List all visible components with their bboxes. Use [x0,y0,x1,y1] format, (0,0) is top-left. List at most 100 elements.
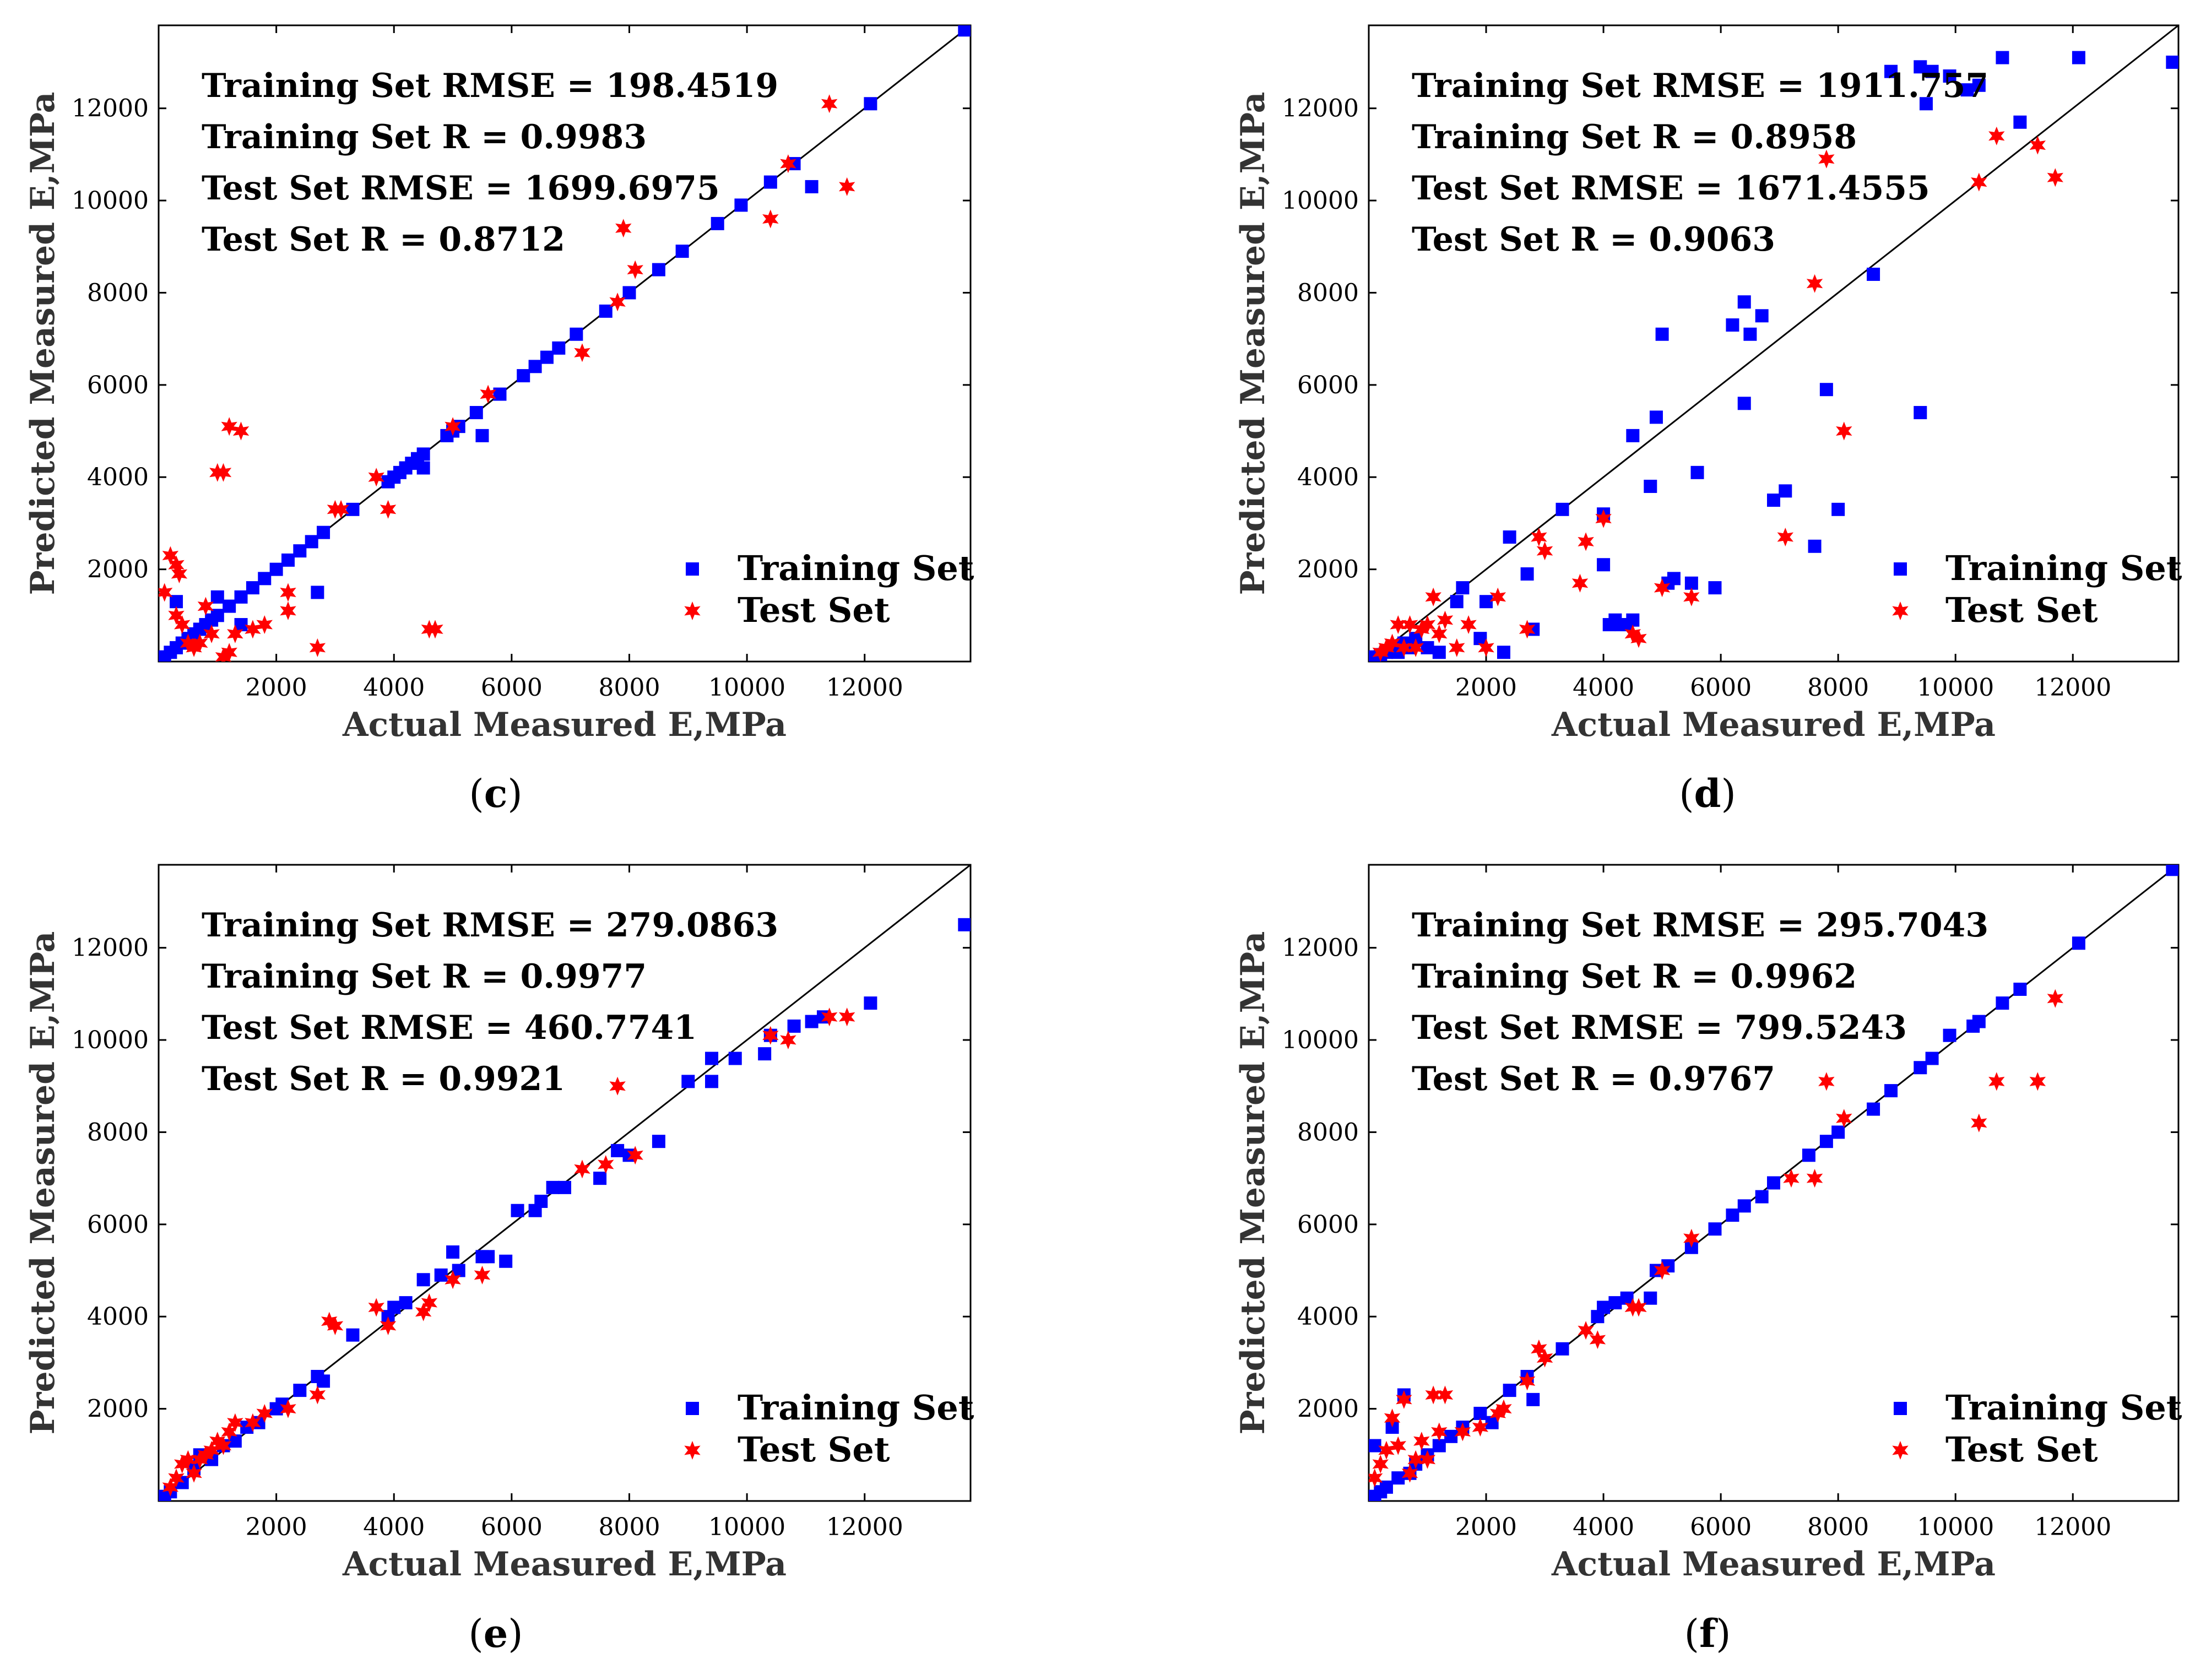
test-point [1489,587,1506,606]
training-point [558,1180,571,1194]
series-training-set [159,25,971,662]
legend-square-icon [1894,562,1907,576]
x-tick-label: 12000 [826,1513,903,1541]
training-point [2013,115,2027,129]
test-point [780,154,796,174]
test-point [1571,573,1589,593]
training-point [652,263,665,277]
test-point [1407,1450,1424,1469]
test-point [1454,1422,1471,1441]
test-point [1595,509,1612,528]
training-point [346,1328,360,1342]
x-tick-label: 6000 [481,674,543,702]
test-point [1988,126,2005,145]
training-point [1867,1102,1880,1116]
plot-frame [158,864,972,1502]
test-point [598,1155,614,1174]
test-point [1630,629,1647,648]
training-point [317,1374,330,1388]
legend-label-training: Training Set [738,548,974,588]
test-point [1407,638,1424,657]
test-point [839,1007,855,1027]
test-point [203,1440,220,1460]
training-point [1737,397,1751,410]
series-test-set [1372,126,2063,662]
caption-letter: e [484,1611,508,1656]
test-point [1413,1432,1430,1451]
test-point [215,647,232,662]
test-point [1425,1385,1441,1405]
training-point [210,590,224,604]
training-point [246,581,259,595]
chart-panel-d: 2000 4000 6000 8000 10000 12000 2000 4000 6000 80… [1234,24,2182,816]
training-point [416,1273,430,1287]
x-tick-label: 2000 [1455,1513,1517,1541]
training-point [1737,295,1751,309]
metric-annotation: Test Set RMSE = 799.5243 [1412,1009,1907,1047]
test-point [1419,1450,1436,1469]
training-point [1497,646,1510,659]
training-point [511,1204,524,1217]
legend-star-icon [684,601,701,620]
training-point [475,429,489,442]
training-point [1555,502,1569,516]
test-point [821,1007,838,1027]
training-point [1655,327,1669,341]
training-point [711,216,724,230]
x-tick-label: 2000 [246,674,307,702]
y-tick-label: 4000 [87,1303,149,1331]
training-point [2166,865,2178,876]
y-tick-label: 4000 [87,463,149,491]
training-point [763,175,777,189]
training-point [1755,309,1769,323]
training-point [1884,64,1898,78]
chart-panel-e: 2000 4000 6000 8000 10000 12000 2000 4000 6000 80… [24,864,974,1656]
test-point [333,500,349,519]
training-point [622,286,636,300]
test-point [1624,624,1641,643]
training-point [1708,581,1722,595]
test-point [256,615,273,634]
training-point [210,609,224,622]
test-point [1372,1455,1389,1473]
training-point [346,502,360,516]
training-point [416,447,430,461]
test-point [762,209,779,229]
y-axis-label: Predicted Measured E,MPa [24,931,62,1435]
test-point [180,1450,197,1469]
test-point [1519,620,1536,639]
training-point [481,1250,495,1264]
training-point [317,525,330,539]
x-tick-label: 2000 [246,1513,307,1541]
training-point [958,918,971,931]
test-point [821,94,838,113]
training-point [305,535,318,549]
test-point [186,1464,202,1483]
test-point [1683,1228,1700,1248]
legend-star-icon [1892,601,1909,620]
training-point [2072,936,2085,950]
test-point [221,417,237,436]
training-point [387,1300,401,1314]
legend-square-icon [686,1402,699,1415]
caption-letter: d [1694,771,1721,816]
test-point [1369,1468,1383,1488]
x-axis-label: Actual Measured E,MPa [342,706,787,744]
panel-caption: (c) [469,771,522,816]
training-point [1432,646,1446,659]
training-point [705,1052,719,1065]
legend-label-training: Training Set [1945,548,2182,588]
test-point [2029,136,2046,155]
metric-annotation: Test Set R = 0.9767 [1412,1060,1775,1098]
test-point [168,555,185,575]
training-point [258,572,272,586]
training-point [1432,1439,1446,1453]
training-point [805,180,819,193]
x-tick-label: 10000 [1917,674,1994,702]
test-point [280,601,296,620]
training-point [1456,581,1470,595]
test-point [2029,1072,2046,1091]
test-point [280,1399,296,1418]
test-point [1818,149,1835,169]
x-tick-label: 4000 [363,674,425,702]
